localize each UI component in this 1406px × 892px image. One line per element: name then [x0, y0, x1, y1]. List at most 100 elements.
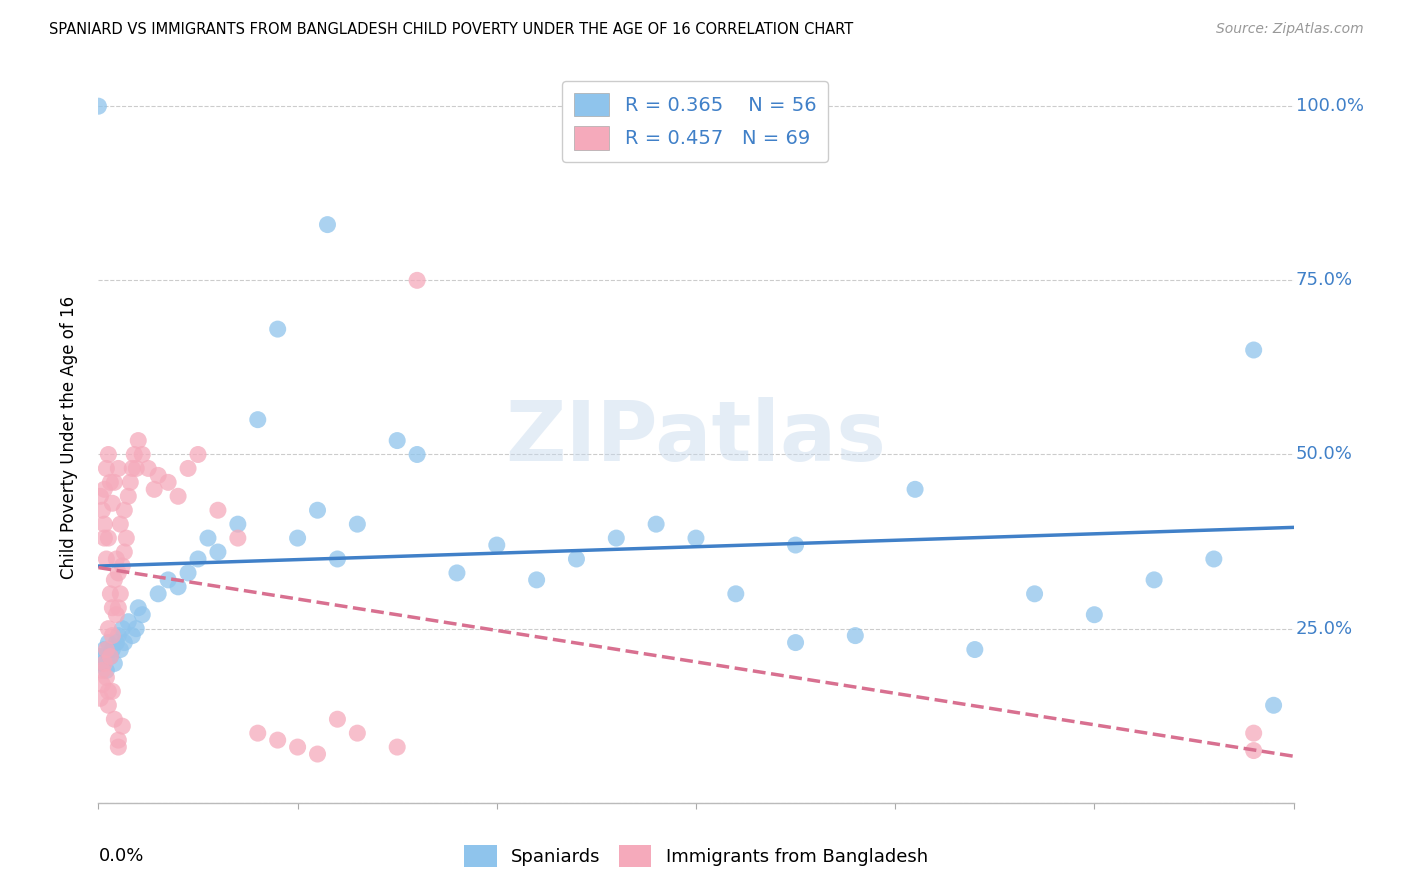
Point [785, 538, 807, 552]
Point [97, 531, 120, 545]
Point [110, 517, 132, 532]
Point [98, 649, 122, 664]
Point [385, 434, 409, 448]
Point [101, 642, 124, 657]
Point [844, 629, 866, 643]
Text: 25.0%: 25.0% [1296, 620, 1353, 638]
Point [326, 552, 349, 566]
Point [446, 566, 468, 580]
Point [246, 412, 269, 426]
Point [125, 461, 148, 475]
Point [111, 558, 134, 573]
Point [177, 461, 200, 475]
Point [1202, 552, 1225, 566]
Legend: Spaniards, Immigrants from Bangladesh: Spaniards, Immigrants from Bangladesh [457, 838, 935, 874]
Text: Source: ZipAtlas.com: Source: ZipAtlas.com [1216, 22, 1364, 37]
Point [724, 587, 747, 601]
Point [148, 587, 170, 601]
Point [107, 740, 129, 755]
Point [136, 461, 159, 475]
Point [120, 475, 142, 490]
Y-axis label: Child Poverty Under the Age of 16: Child Poverty Under the Age of 16 [59, 295, 77, 579]
Point [117, 615, 139, 629]
Point [963, 642, 986, 657]
Point [112, 503, 135, 517]
Point [167, 489, 190, 503]
Point [645, 517, 668, 532]
Point [685, 531, 707, 545]
Point [105, 607, 128, 622]
Point [1243, 343, 1265, 357]
Point [97, 448, 120, 462]
Point [125, 622, 148, 636]
Point [98, 649, 122, 664]
Point [87, 99, 110, 113]
Point [346, 726, 368, 740]
Point [101, 496, 124, 510]
Text: 100.0%: 100.0% [1296, 97, 1364, 115]
Point [103, 657, 125, 671]
Point [97, 698, 120, 713]
Point [187, 448, 209, 462]
Point [98, 587, 122, 601]
Text: 50.0%: 50.0% [1296, 445, 1353, 464]
Point [110, 587, 132, 601]
Point [110, 642, 132, 657]
Point [96, 670, 118, 684]
Point [157, 475, 180, 490]
Text: 0.0%: 0.0% [98, 847, 143, 864]
Point [167, 580, 190, 594]
Point [96, 552, 118, 566]
Point [267, 733, 290, 747]
Point [103, 712, 125, 726]
Point [101, 684, 124, 698]
Point [93, 642, 115, 657]
Point [101, 629, 124, 643]
Point [89, 649, 111, 664]
Point [111, 622, 134, 636]
Point [107, 461, 129, 475]
Point [406, 448, 429, 462]
Point [1263, 698, 1285, 713]
Point [111, 719, 134, 733]
Point [93, 517, 115, 532]
Point [91, 664, 114, 678]
Point [287, 740, 309, 755]
Point [127, 600, 149, 615]
Point [124, 448, 146, 462]
Point [605, 531, 627, 545]
Point [121, 461, 143, 475]
Point [97, 635, 120, 649]
Point [226, 517, 249, 532]
Point [645, 120, 668, 134]
Point [96, 461, 118, 475]
Point [406, 273, 429, 287]
Point [565, 552, 588, 566]
Text: 75.0%: 75.0% [1296, 271, 1353, 289]
Point [97, 684, 120, 698]
Point [96, 642, 118, 657]
Point [91, 657, 114, 671]
Point [1083, 607, 1105, 622]
Point [91, 503, 114, 517]
Point [131, 607, 153, 622]
Point [121, 629, 143, 643]
Point [207, 503, 229, 517]
Point [143, 483, 166, 497]
Point [246, 726, 269, 740]
Point [526, 573, 548, 587]
Point [267, 322, 290, 336]
Point [96, 664, 118, 678]
Point [107, 600, 129, 615]
Point [187, 552, 209, 566]
Point [148, 468, 170, 483]
Point [207, 545, 229, 559]
Point [157, 573, 180, 587]
Point [98, 475, 122, 490]
Text: SPANIARD VS IMMIGRANTS FROM BANGLADESH CHILD POVERTY UNDER THE AGE OF 16 CORRELA: SPANIARD VS IMMIGRANTS FROM BANGLADESH C… [49, 22, 853, 37]
Point [385, 740, 409, 755]
Point [112, 635, 135, 649]
Point [103, 573, 125, 587]
Text: ZIPatlas: ZIPatlas [506, 397, 886, 477]
Point [89, 691, 111, 706]
